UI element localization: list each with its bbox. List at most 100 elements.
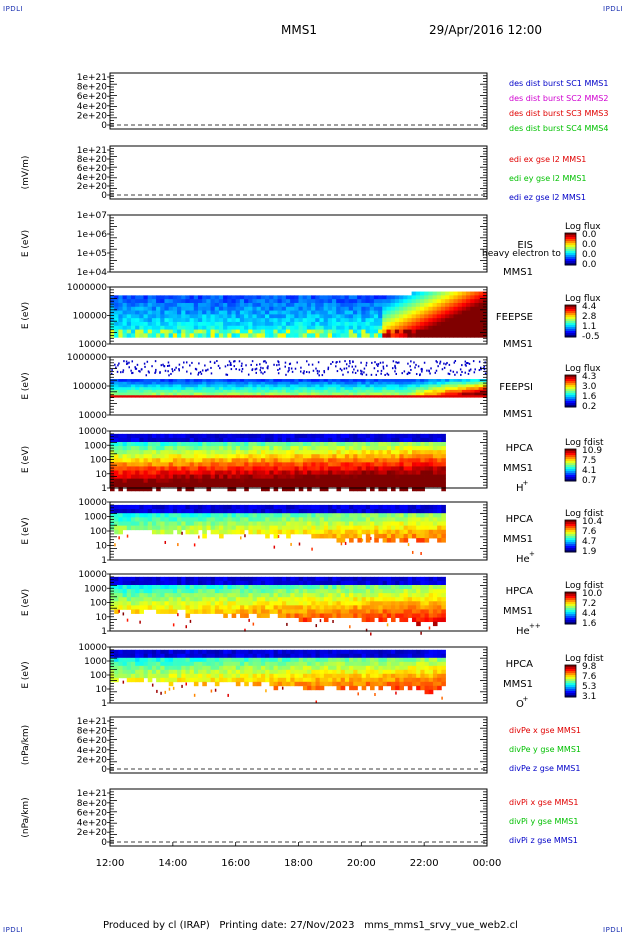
feepse-cell <box>181 329 186 334</box>
hpca-h-cell <box>332 458 337 463</box>
hpca-h-cell <box>340 478 346 484</box>
hpca-hepp-cell <box>168 609 174 614</box>
feepsi-cell <box>461 392 467 396</box>
feepse-cell <box>126 318 132 323</box>
hpca-hepp-cell <box>277 613 283 618</box>
hpca-h-cell <box>260 433 266 439</box>
hpca-hepp-cell <box>370 597 375 602</box>
feepse-cell <box>135 325 140 331</box>
hpca-he-ytick-label: 1 <box>101 556 107 566</box>
hpca-h-cell <box>319 478 325 484</box>
hpca-hepp-cell <box>298 601 304 606</box>
hpca-he-colorbar-swatch <box>565 524 576 527</box>
feepse-cell <box>474 329 480 334</box>
feepse-cell <box>218 314 224 319</box>
hpca-h-cell <box>260 462 266 467</box>
feepse-cell <box>264 299 270 304</box>
feepse-cell <box>269 329 274 334</box>
hpca-h-cell <box>344 433 350 439</box>
feepsi-speck <box>299 370 302 373</box>
hpca-he-cell <box>361 513 367 518</box>
hpca-hepp-cell <box>370 576 375 582</box>
feepse-cell <box>378 299 383 304</box>
hpca-hepp-cell <box>353 584 358 590</box>
hpca-hepp-speck <box>319 619 322 623</box>
hpca-h-cell <box>193 462 199 467</box>
hpca-hepp-cell <box>302 601 308 606</box>
hpca-h-cell <box>252 433 258 439</box>
hpca-h-cell <box>168 462 174 467</box>
feepsi-cell <box>315 384 320 388</box>
feepse-cell <box>419 310 425 315</box>
feepsi-cell <box>445 387 450 391</box>
hpca-h-cell <box>214 437 220 443</box>
feepsi-cell <box>214 379 220 383</box>
hpca-hepp-cell <box>202 580 207 586</box>
feepsi-cell <box>365 387 371 391</box>
hpca-hepp-cell <box>378 601 384 606</box>
hpca-hepp-cell <box>160 605 165 610</box>
feepsi-cell <box>470 387 475 391</box>
feepsi-cell <box>453 395 459 398</box>
hpca-hepp-cell <box>143 576 149 582</box>
hpca-h-colorbar-swatch <box>565 459 576 462</box>
feepsi-cell <box>135 389 140 394</box>
feepse-cell <box>210 329 216 334</box>
hpca-hepp-cell <box>223 601 228 606</box>
hpca-h-cell <box>181 474 186 480</box>
hpca-he-cell <box>403 517 409 522</box>
feepse-cell <box>424 321 429 327</box>
feepsi-cell <box>432 395 438 398</box>
hpca-h-cell <box>386 458 392 463</box>
feepsi-cell <box>231 389 237 394</box>
feepse-cell <box>202 325 207 331</box>
hpca-hepp-cell <box>315 609 321 614</box>
hpca-h-cell <box>248 466 254 471</box>
hpca-h-cell <box>298 437 304 443</box>
feepsi-cell <box>197 389 203 394</box>
hpca-h-cell <box>349 466 354 471</box>
hpca-hepp-cell <box>307 609 312 614</box>
hpca-h-cell <box>244 462 249 467</box>
feepsi-cell <box>256 387 262 391</box>
feepsi-cell <box>256 395 262 398</box>
feepsi-colorbar-swatch <box>565 397 576 400</box>
feepse-cell <box>302 295 308 300</box>
hpca-h-cell <box>328 466 333 471</box>
hpca-he-cell <box>252 529 258 535</box>
hpca-h-cell <box>269 482 274 488</box>
hpca-hepp-cell <box>126 601 132 606</box>
hpca-hepp-cell <box>260 609 266 614</box>
feepsi-cell <box>449 389 454 394</box>
hpca-he-cell <box>260 504 266 510</box>
feepse-cell <box>365 318 371 323</box>
feepsi-cell <box>285 387 291 391</box>
hpca-he-cell <box>349 529 354 535</box>
feepsi-colorbar-swatch <box>565 377 576 380</box>
feepsi-cell <box>210 387 216 391</box>
feepsi-cell <box>411 387 417 391</box>
hpca-h-cell <box>269 458 274 463</box>
feepse-cell <box>440 306 446 312</box>
hpca-h-cell <box>202 446 207 451</box>
feepse-cell <box>294 302 299 308</box>
hpca-hepp-cell <box>168 589 174 594</box>
hpca-hepp-cell <box>290 584 295 590</box>
hpca-h-cell <box>315 478 321 484</box>
hpca-h-cell <box>298 470 304 475</box>
feepsi-speck <box>336 360 338 363</box>
hpca-h-cell <box>391 433 396 439</box>
feepse-cell <box>122 318 128 323</box>
hpca-h-cell <box>344 458 350 463</box>
hpca-h-cell <box>273 486 279 492</box>
hpca-h-cell <box>349 446 354 451</box>
hpca-he-cell <box>114 504 119 510</box>
hpca-he-cell <box>252 513 258 518</box>
hpca-h-colorbar-swatch <box>565 473 576 476</box>
hpca-hepp-cell <box>336 584 342 590</box>
feepse-cell <box>373 299 379 304</box>
hpca-h-cell <box>370 462 375 467</box>
hpca-he-cell <box>365 538 371 543</box>
hpca-hepp-cell <box>273 576 279 582</box>
hpca-he-cell <box>432 517 438 522</box>
